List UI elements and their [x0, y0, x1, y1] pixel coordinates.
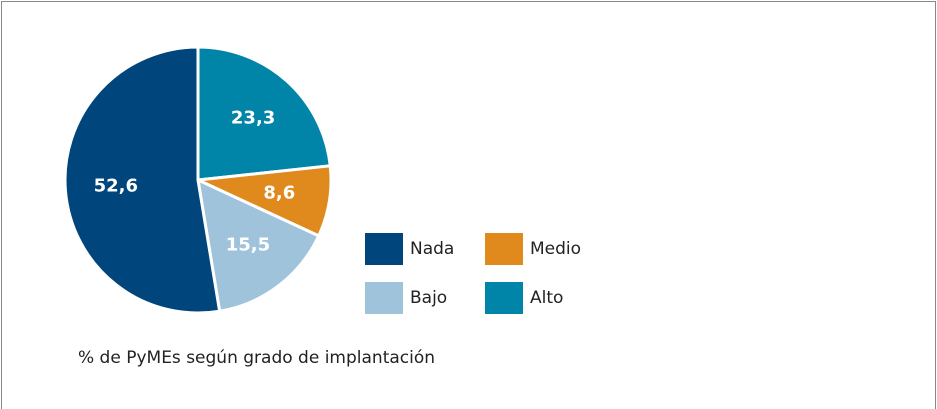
- value-label: 15,5: [226, 235, 270, 256]
- legend-label: Bajo: [410, 288, 447, 308]
- value-label: 23,3: [231, 108, 275, 129]
- pie-slice: [63, 45, 222, 315]
- legend-swatch: [365, 233, 403, 265]
- value-label: 52,6: [94, 176, 138, 197]
- caption: % de PyMEs según grado de implantación: [78, 348, 435, 368]
- legend-label: Medio: [530, 239, 581, 259]
- pie-slice: [196, 177, 321, 313]
- legend-label: Alto: [530, 288, 563, 308]
- legend-swatch: [485, 233, 523, 265]
- legend-swatch: [365, 282, 403, 314]
- legend-label: Nada: [410, 239, 454, 259]
- value-label: 8,6: [263, 182, 295, 203]
- legend-swatch: [485, 282, 523, 314]
- pie-slice: [196, 45, 332, 182]
